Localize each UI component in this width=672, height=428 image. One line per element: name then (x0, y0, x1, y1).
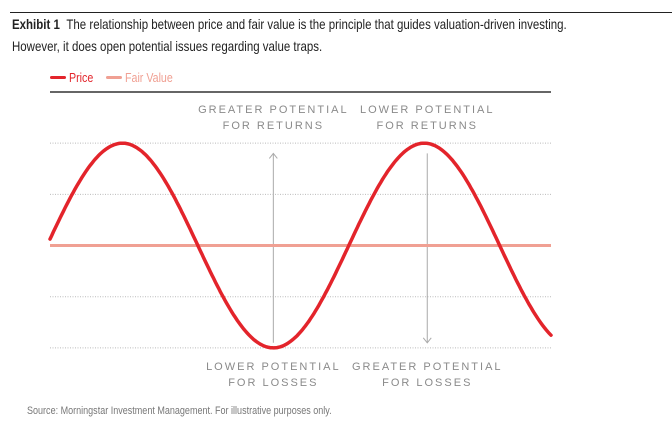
legend-item-price: Price (50, 70, 99, 85)
annotation-top-label: LOWER POTENTIAL (360, 104, 495, 116)
annotation-bottom-label: FOR LOSSES (382, 377, 472, 389)
annotation-bottom-label: LOWER POTENTIAL (206, 361, 341, 373)
annotation-top-label: FOR RETURNS (377, 120, 478, 132)
series-price-line (48, 141, 553, 350)
chart-caption-line2: However, it does open potential issues r… (12, 38, 390, 54)
caption-text-2: However, it does open potential issues r… (12, 38, 323, 54)
source-text: Source: Morningstar Investment Managemen… (27, 405, 332, 417)
legend-label-fair-value: Fair Value (125, 70, 174, 85)
chart-caption-line1: Exhibit 1 The relationship between price … (12, 16, 672, 32)
arrow-head-icon (268, 152, 278, 159)
annotation-bottom-label: GREATER POTENTIAL (352, 361, 503, 373)
source-note: Source: Morningstar Investment Managemen… (27, 405, 399, 417)
annotation-top-label: FOR RETURNS (223, 120, 324, 132)
legend: Price Fair Value (50, 67, 192, 85)
arrow-head-icon (422, 337, 432, 344)
legend-swatch-fair-value (106, 76, 123, 79)
legend-label-price: Price (69, 70, 94, 85)
exhibit-label: Exhibit 1 (12, 16, 60, 32)
annotation-bottom-label: FOR LOSSES (228, 377, 318, 389)
legend-swatch-price (50, 76, 66, 79)
top-rule (10, 12, 672, 13)
caption-text: The relationship between price and fair … (66, 16, 567, 32)
annotation-top-label: GREATER POTENTIAL (198, 104, 349, 116)
legend-item-fair-value: Fair Value (106, 70, 183, 85)
